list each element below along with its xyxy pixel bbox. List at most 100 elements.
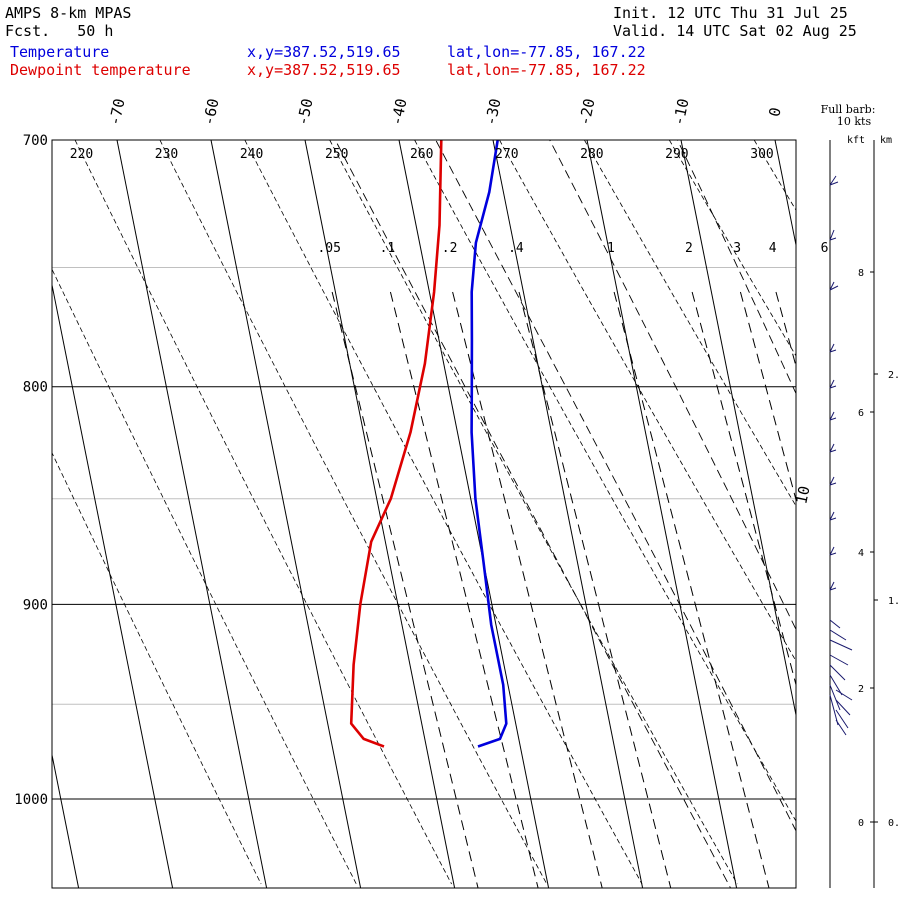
wind-barb <box>829 619 853 651</box>
pressure-tick-label: 1000 <box>14 792 48 808</box>
dewpoint-profile-line <box>349 140 443 748</box>
kft-label: kft <box>847 135 865 146</box>
isotherm-label: -10 <box>669 97 692 127</box>
wind-panel: Full barb: 10 kts kft km 8 6 4 2 0 2. 1.… <box>821 103 900 888</box>
isotherm-line <box>586 140 738 888</box>
mixing-ratio-line <box>691 291 796 687</box>
mixing-ratio-line <box>452 291 603 888</box>
isotherm-label-group: -30 <box>481 97 504 127</box>
wind-barb <box>829 411 837 421</box>
isotherm-line <box>492 140 644 888</box>
plot-frame <box>51 139 797 889</box>
dry-adiabat-label: 250 <box>325 147 348 162</box>
valid-time: Valid. 14 UTC Sat 02 Aug 25 <box>613 22 857 40</box>
dry-adiabat-label: 240 <box>240 147 263 162</box>
isotherm-line <box>304 140 456 888</box>
isotherm-label: -40 <box>387 97 410 127</box>
axis-labels: 700 800 900 1000 -70 -60 -50 -40 -30 -20 -10 0 10 220… <box>14 97 828 808</box>
dry-adiabat-line <box>52 451 262 885</box>
isotherm-label: 0 <box>765 106 784 119</box>
dry-adiabat-label: 220 <box>70 147 93 162</box>
moist-adiabat-line <box>334 140 732 888</box>
mixing-ratio-label: 4 <box>769 241 777 256</box>
isotherm-line <box>52 282 174 888</box>
isotherm-line <box>774 140 796 248</box>
mixing-ratio-line <box>331 291 479 888</box>
mixing-ratio-label: 1 <box>607 241 615 256</box>
dry-adiabat-line <box>584 140 796 507</box>
moist-adiabat-line <box>677 140 796 395</box>
init-time: Init. 12 UTC Thu 31 Jul 25 <box>613 4 848 22</box>
isotherm-label: -30 <box>481 97 504 127</box>
sounding-series <box>349 140 508 748</box>
dry-adiabat-line <box>52 268 357 885</box>
wind-barb <box>829 379 837 389</box>
mixing-ratio-label: .4 <box>508 241 524 256</box>
kft-tick: 8 <box>858 268 864 279</box>
dry-adiabat-label: 290 <box>665 147 688 162</box>
wind-barb <box>829 546 837 556</box>
dry-adiabat-line <box>329 140 738 885</box>
dry-adiabat-line <box>839 140 900 884</box>
km-ticks: 2. 1. 0. <box>874 370 900 829</box>
isotherm-label: -70 <box>105 97 128 127</box>
kft-ticks: 8 6 4 2 0 <box>858 268 874 829</box>
wind-barb <box>829 229 837 241</box>
km-tick: 2. <box>888 370 900 381</box>
pressure-tick-label: 700 <box>23 133 48 149</box>
pressure-tick-label: 800 <box>23 380 48 396</box>
isotherm-line <box>116 140 268 888</box>
kft-tick: 0 <box>858 818 864 829</box>
isotherm-label-group: -40 <box>387 97 410 127</box>
mixing-ratio-label: 3 <box>733 241 741 256</box>
isotherm-line <box>398 140 550 888</box>
wind-barb <box>835 689 853 736</box>
isobars <box>52 139 796 800</box>
model-name: AMPS 8-km MPAS <box>5 4 132 22</box>
isotherm-label-group: -20 <box>575 97 598 127</box>
isotherm-label-group: 10 <box>792 484 813 505</box>
isotherm-line <box>52 752 80 888</box>
dewpoint-latlon: lat,lon=-77.85, 167.22 <box>447 61 646 79</box>
kft-tick: 2 <box>858 684 864 695</box>
mixing-ratio-line <box>518 291 672 888</box>
dry-adiabat-line <box>159 140 548 885</box>
legend-dewpoint: Dewpoint temperature <box>10 61 191 79</box>
moist-adiabat-line <box>798 113 900 900</box>
background-grid <box>52 113 900 900</box>
dry-adiabat-line <box>414 140 796 822</box>
km-tick: 1. <box>888 596 900 607</box>
isotherm-label: -50 <box>293 97 316 127</box>
barb-label-1: Full barb: <box>821 103 876 116</box>
isotherm-label-group: -60 <box>199 97 222 127</box>
temperature-xy: x,y=387.52,519.65 <box>247 43 401 61</box>
mixing-ratio-line <box>828 292 900 888</box>
isotherm-label: 10 <box>792 484 813 505</box>
dry-adiabat-line <box>499 140 796 662</box>
isotherm-label: -60 <box>199 97 222 127</box>
mixing-ratio-label: .05 <box>317 241 340 256</box>
temperature-profile-line <box>470 140 508 748</box>
mixing-ratio-label: 6 <box>821 241 829 256</box>
isotherm-label: -20 <box>575 97 598 127</box>
dry-adiabat-label: 280 <box>580 147 603 162</box>
dry-adiabat-label: 260 <box>410 147 433 162</box>
wind-barb <box>829 443 837 453</box>
dry-adiabat-line <box>244 140 643 885</box>
mixing-ratio-line <box>739 291 796 502</box>
dry-adiabat-line <box>668 140 796 357</box>
isotherm-line <box>210 140 362 888</box>
wind-barb <box>829 175 839 186</box>
isotherm-label-group: -70 <box>105 97 128 127</box>
dry-adiabat-label: 230 <box>155 147 178 162</box>
wind-barb <box>829 476 837 486</box>
wind-barb <box>829 511 837 521</box>
moist-adiabat-line <box>549 140 796 631</box>
mixing-ratio-label: .1 <box>380 241 396 256</box>
wind-barb <box>829 343 837 353</box>
wind-barb <box>829 581 837 591</box>
dry-adiabat-label: 300 <box>750 147 773 162</box>
temperature-latlon: lat,lon=-77.85, 167.22 <box>447 43 646 61</box>
wind-barb <box>829 281 839 291</box>
